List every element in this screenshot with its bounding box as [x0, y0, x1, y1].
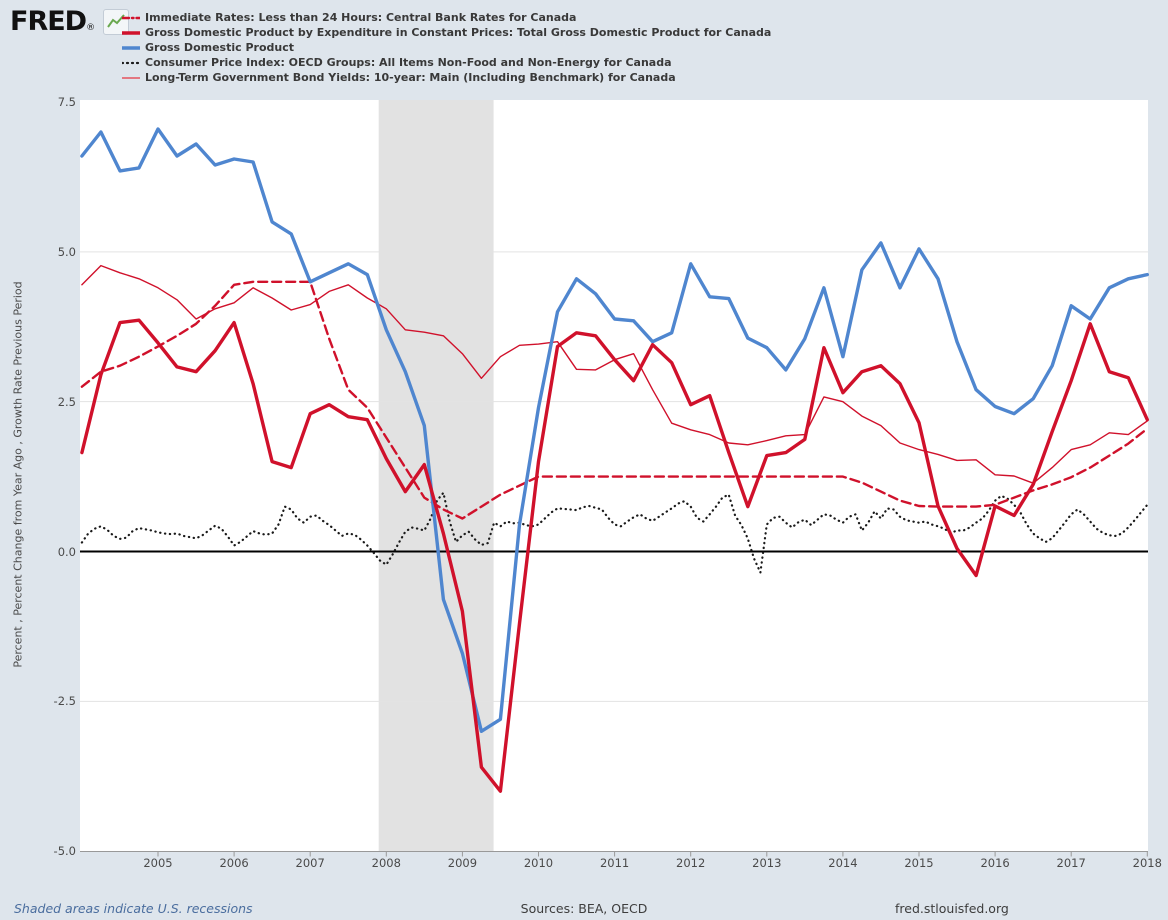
registered-mark: ®: [86, 23, 96, 33]
x-tick-label: 2008: [371, 856, 401, 870]
y-tick-label: 7.5: [57, 95, 76, 110]
legend-item-label[interactable]: Gross Domestic Product: [145, 41, 294, 54]
x-tick-label: 2013: [752, 856, 782, 870]
x-tick-label: 2015: [904, 856, 934, 870]
x-tick-label: 2016: [980, 856, 1010, 870]
series-gdp-constant-prices-canada: [80, 318, 1150, 793]
sources-note: Sources: BEA, OECD: [520, 901, 648, 916]
y-tick-label: -5.0: [53, 844, 76, 859]
x-tick-label: 2009: [447, 856, 478, 870]
x-tick-label: 2017: [1056, 856, 1086, 870]
y-tick-label: -2.5: [53, 694, 76, 709]
series-gross-domestic-product: [80, 127, 1150, 733]
series-cpi-oecd-nonfood-nonenergy-canada: [80, 491, 1149, 574]
y-tick-label: 2.5: [57, 394, 76, 409]
legend-marker-solid-thin: [122, 76, 140, 79]
legend-item: Gross Domestic Product: [122, 40, 771, 55]
legend-marker-dotted: [122, 61, 140, 64]
x-tick-label: 2007: [295, 856, 325, 870]
legend-item-label[interactable]: Consumer Price Index: OECD Groups: All I…: [145, 56, 672, 69]
recession-note: Shaded areas indicate U.S. recessions: [14, 901, 253, 916]
legend-marker-solid-thick: [122, 45, 140, 50]
legend-item-label[interactable]: Long-Term Government Bond Yields: 10-yea…: [145, 71, 676, 84]
y-axis-title: Percent , Percent Change from Year Ago ,…: [11, 281, 25, 668]
x-tick-label: 2010: [523, 856, 554, 870]
legend-marker-dash-dot: [122, 16, 140, 19]
legend-item: Gross Domestic Product by Expenditure in…: [122, 25, 771, 40]
legend: Immediate Rates: Less than 24 Hours: Cen…: [122, 10, 771, 85]
fred-url-link[interactable]: fred.stlouisfed.org: [895, 901, 1009, 916]
x-tick-label: 2011: [599, 856, 630, 870]
x-tick-label: 2018: [1132, 856, 1162, 870]
legend-marker-solid-thick: [122, 30, 140, 35]
legend-item: Long-Term Government Bond Yields: 10-yea…: [122, 70, 771, 85]
sparkline-icon: [103, 9, 130, 35]
legend-item: Immediate Rates: Less than 24 Hours: Cen…: [122, 10, 771, 25]
series-immediate-rates-central-bank-canada: [80, 280, 1149, 520]
x-tick-label: 2005: [143, 856, 173, 870]
legend-item-label[interactable]: Immediate Rates: Less than 24 Hours: Cen…: [145, 11, 577, 24]
y-tick-label: 0.0: [57, 544, 76, 559]
fred-logo[interactable]: FRED®: [10, 6, 130, 37]
x-tick-label: 2006: [219, 856, 249, 870]
x-tick-label: 2014: [828, 856, 858, 870]
x-tick-label: 2012: [676, 856, 706, 870]
legend-item-label[interactable]: Gross Domestic Product by Expenditure in…: [145, 26, 772, 39]
fred-logo-text: FRED: [10, 6, 87, 37]
legend-item: Consumer Price Index: OECD Groups: All I…: [122, 55, 771, 70]
y-tick-label: 5.0: [57, 244, 76, 259]
